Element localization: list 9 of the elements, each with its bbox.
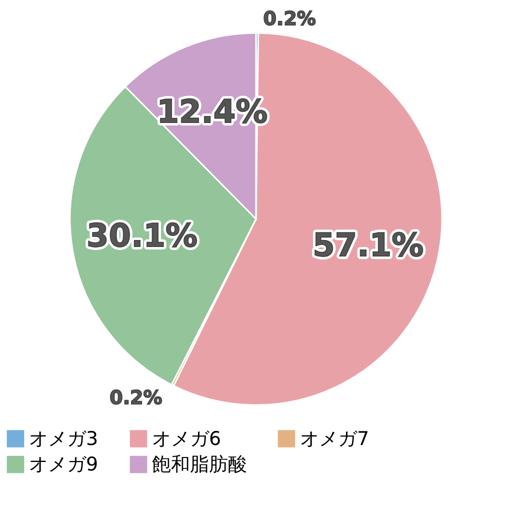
legend-label: オメガ3 <box>29 428 98 450</box>
data-label: 0.2% <box>110 386 162 409</box>
data-label: 57.1% <box>312 226 424 264</box>
legend-label: 飽和脂肪酸 <box>152 454 247 476</box>
data-label: 0.2% <box>263 8 316 30</box>
legend-label: オメガ6 <box>152 428 222 450</box>
legend-label: オメガ7 <box>300 428 370 450</box>
legend-label: オメガ9 <box>29 454 98 476</box>
data-label: 30.1% <box>86 216 198 255</box>
